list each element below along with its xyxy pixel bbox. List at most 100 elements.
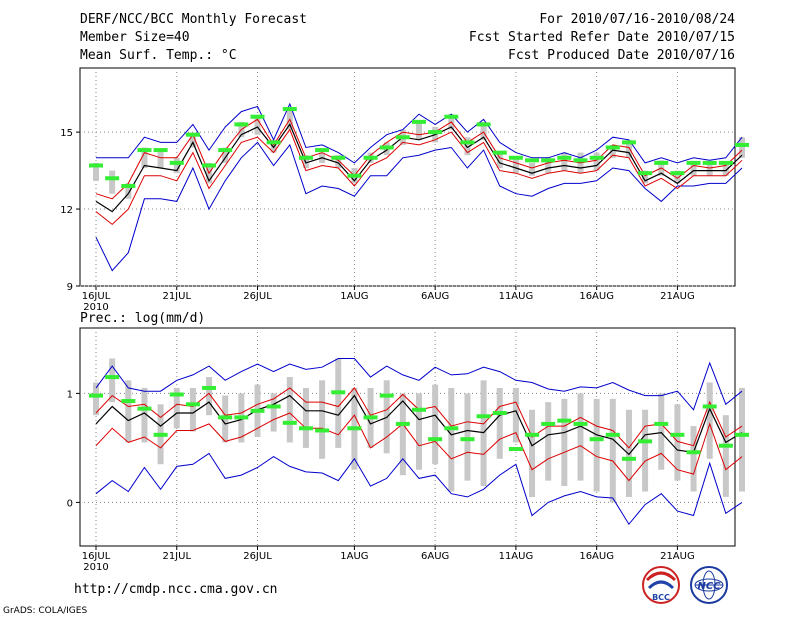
ensemble-member-mark [702, 160, 717, 165]
ensemble-member-mark [105, 176, 120, 181]
ensemble-member-mark [476, 414, 491, 419]
distribution-box [335, 358, 342, 448]
ensemble-member-mark [460, 140, 475, 145]
ensemble-member-mark [234, 415, 249, 420]
ensemble-member-mark [428, 130, 443, 135]
forecast-period: For 2010/07/16-2010/08/24 [539, 12, 735, 27]
ensemble-member-mark [250, 114, 265, 119]
ensemble-member-mark [331, 390, 346, 395]
distribution-box [642, 170, 649, 184]
distribution-box [416, 121, 422, 140]
distribution-box [496, 152, 503, 169]
x-tick-year: 2010 [83, 562, 108, 573]
ensemble-member-mark [234, 122, 249, 127]
distribution-box [722, 162, 729, 176]
distribution-box [593, 152, 600, 171]
ensemble-member-mark [508, 446, 523, 451]
series-line-max [95, 358, 743, 411]
x-tick-label: 11AUG [499, 291, 534, 302]
ensemble-member-mark [282, 420, 297, 425]
series-line-max [96, 102, 743, 164]
distribution-box [706, 162, 713, 176]
x-tick-label: 1AUG [340, 291, 368, 302]
ensemble-member-mark [492, 411, 507, 416]
distribution-box [625, 409, 632, 497]
distribution-box [642, 409, 649, 492]
x-tick-label: 16AUG [579, 551, 614, 562]
ensemble-member-mark [654, 421, 669, 426]
distribution-box [609, 144, 616, 158]
x-tick-label: 26JUL [243, 551, 272, 562]
distribution-box [593, 398, 600, 492]
ensemble-member-mark [347, 426, 362, 431]
series-line-min [95, 452, 743, 526]
distribution-box [432, 384, 439, 465]
distribution-box [577, 393, 584, 481]
ensemble-member-mark [735, 142, 749, 147]
y-tick-label: 12 [60, 205, 73, 216]
x-tick-label: 16AUG [579, 291, 614, 302]
distribution-box [561, 152, 568, 171]
distribution-box [690, 162, 697, 176]
distribution-box [561, 398, 568, 487]
ensemble-member-mark [121, 183, 136, 188]
distribution-box [206, 377, 213, 416]
distribution-box [739, 137, 745, 158]
ensemble-member-mark [702, 404, 717, 409]
svg-text:NCC: NCC [697, 581, 721, 592]
ensemble-member-mark [686, 450, 701, 455]
ensemble-member-mark [266, 140, 281, 145]
distribution-box [690, 426, 697, 492]
ensemble-member-mark [395, 421, 410, 426]
distribution-box [157, 150, 164, 169]
ensemble-member-mark [379, 145, 394, 150]
distribution-box [319, 380, 326, 459]
y-tick-label: 15 [60, 128, 73, 139]
x-tick-label: 11AUG [499, 551, 534, 562]
series-line-mean [95, 123, 743, 213]
distribution-box [302, 387, 309, 448]
member-size: Member Size=40 [80, 30, 190, 45]
distribution-box [512, 387, 519, 443]
ensemble-member-mark [185, 132, 200, 137]
ensemble-member-mark [638, 171, 653, 176]
ensemble-member-mark [218, 148, 233, 153]
distribution-box [189, 134, 196, 148]
ensemble-member-mark [508, 155, 523, 160]
ensemble-member-mark [541, 158, 556, 163]
distribution-box [286, 377, 293, 443]
ensemble-member-mark [89, 393, 103, 398]
ensemble-member-mark [363, 415, 378, 420]
fcst-produced-date: Fcst Produced Date 2010/07/16 [508, 48, 735, 63]
ensemble-member-mark [557, 418, 572, 423]
ensemble-member-mark [444, 114, 459, 119]
distribution-box [335, 155, 342, 169]
ensemble-member-mark [718, 443, 733, 448]
distribution-box [399, 393, 406, 476]
ensemble-member-mark [735, 432, 749, 437]
ensemble-member-mark [89, 163, 103, 168]
x-tick-year: 2010 [83, 302, 108, 313]
ensemble-member-mark [169, 160, 184, 165]
distribution-box [496, 387, 503, 459]
ensemble-member-mark [621, 140, 636, 145]
ensemble-member-mark [250, 408, 265, 413]
ensemble-member-mark [412, 119, 426, 124]
series-line-mean [95, 394, 743, 456]
distribution-box [141, 387, 148, 443]
y-tick-label: 1 [67, 389, 73, 400]
distribution-box [464, 393, 471, 481]
ensemble-member-mark [492, 150, 507, 155]
ensemble-member-mark [541, 421, 556, 426]
distribution-box [658, 393, 665, 470]
ensemble-member-mark [105, 375, 120, 380]
ensemble-member-mark [282, 107, 297, 112]
ensemble-member-mark [363, 155, 378, 160]
ncc-logo: NCC [690, 566, 728, 604]
ensemble-member-mark [202, 163, 217, 168]
precipitation-chart: 16JUL 21JUL 26JUL 1AUG 6AUG 11AUG 16AUG 21AUG 20… [67, 327, 749, 573]
distribution-box [529, 409, 536, 497]
ensemble-member-mark [137, 148, 152, 153]
ensemble-member-mark [169, 392, 184, 397]
distribution-box [125, 183, 132, 199]
